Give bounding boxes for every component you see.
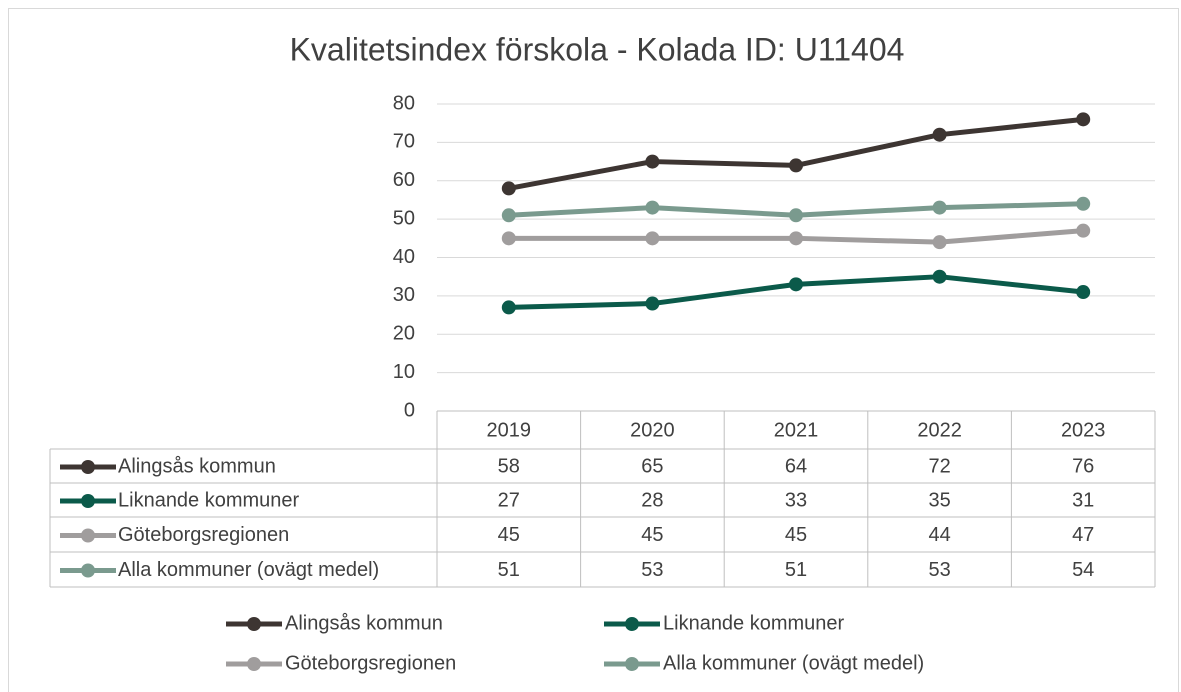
legend-marker [247,617,261,631]
legend-marker [625,617,639,631]
table-header: 2023 [1061,419,1106,441]
data-point [1076,196,1091,211]
data-point [501,300,516,315]
legend-label: Alla kommuner (ovägt medel) [663,652,924,674]
legend-marker [81,563,95,578]
table-cell: 35 [928,489,950,511]
data-point [789,231,803,246]
table-cell: 51 [785,559,807,581]
data-point [789,208,803,223]
table-cell: 54 [1072,559,1094,581]
data-point [1076,223,1091,238]
y-tick-label: 0 [404,399,415,421]
data-point [932,235,947,250]
table-cell: 31 [1072,489,1094,511]
data-point [501,231,516,246]
y-tick-label: 70 [393,131,415,153]
table-cell: 28 [641,489,663,511]
y-tick-label: 80 [393,92,415,114]
data-point [645,296,660,311]
table-cell: 53 [928,559,950,581]
y-tick-label: 50 [393,207,415,229]
data-point [645,231,660,246]
chart-border [8,8,1179,692]
chart-title: Kvalitetsindex förskola - Kolada ID: U11… [290,31,905,67]
data-point [932,127,947,142]
table-header: 2019 [487,419,532,441]
data-point [501,181,516,196]
legend-marker [81,528,95,543]
data-point [932,269,947,284]
table-header: 2021 [774,419,819,441]
y-tick-label: 30 [393,284,415,306]
legend-marker [247,657,261,671]
data-point [789,158,803,173]
table-cell: 33 [785,489,807,511]
data-point [789,277,803,292]
table-cell: 47 [1072,524,1094,546]
legend-label: Liknande kommuner [663,612,845,634]
table-header: 2022 [917,419,962,441]
table-cell: 64 [785,455,807,477]
data-point [645,200,660,215]
table-cell: 44 [928,524,950,546]
table-cell: 65 [641,455,663,477]
data-point [501,208,516,223]
data-point [1076,112,1091,127]
table-row-label: Alla kommuner (ovägt medel) [118,559,379,581]
table-row-label: Göteborgsregionen [118,524,289,546]
table-header: 2020 [630,419,675,441]
data-point [932,200,947,215]
y-tick-label: 60 [393,169,415,191]
table-cell: 72 [928,455,950,477]
y-tick-label: 40 [393,246,415,268]
legend-marker [625,657,639,671]
table-cell: 53 [641,559,663,581]
table-row-label: Alingsås kommun [118,455,276,477]
data-point [1076,285,1091,300]
table-cell: 45 [641,524,663,546]
table-cell: 45 [785,524,807,546]
legend-marker [81,460,95,474]
table-cell: 76 [1072,455,1094,477]
table-row-label: Liknande kommuner [118,489,300,511]
data-point [645,154,660,169]
table-cell: 51 [498,559,520,581]
legend-label: Alingsås kommun [285,612,443,634]
table-cell: 45 [498,524,520,546]
table-cell: 58 [498,455,520,477]
legend-marker [81,494,95,508]
legend-label: Göteborgsregionen [285,652,456,674]
y-tick-label: 20 [393,323,415,345]
table-cell: 27 [498,489,520,511]
y-tick-label: 10 [393,361,415,383]
